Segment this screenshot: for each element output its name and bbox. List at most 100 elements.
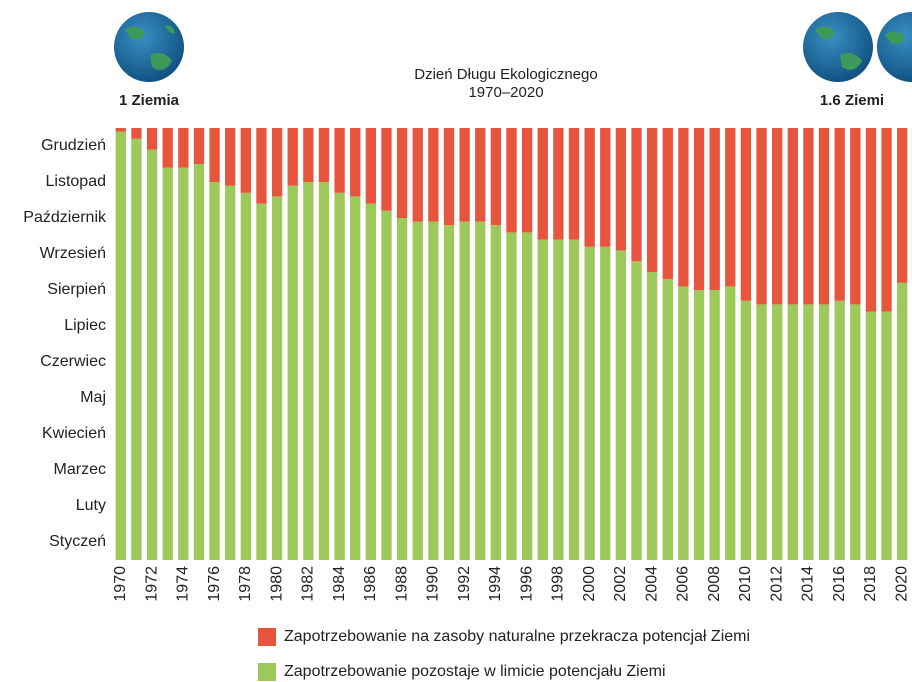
y-tick-label: Sierpień xyxy=(47,281,106,298)
bar-segment xyxy=(756,304,767,560)
bar-segment xyxy=(553,239,564,560)
bar-segment xyxy=(381,210,392,561)
bar-segment xyxy=(365,128,377,204)
bar-segment xyxy=(850,128,861,305)
bar-segment xyxy=(600,246,611,561)
x-tick-label: 2004 xyxy=(643,566,660,602)
bar-segment xyxy=(834,128,845,301)
legend-swatch xyxy=(258,628,276,646)
bar-segment xyxy=(443,128,455,226)
bar-segment xyxy=(725,128,736,287)
x-tick-label: 1984 xyxy=(331,566,348,602)
bar-segment xyxy=(881,311,892,560)
bar-segment xyxy=(568,239,580,560)
bar-segment xyxy=(506,128,517,233)
bar-segment xyxy=(350,196,361,560)
bar-segment xyxy=(787,128,798,305)
y-tick-label: Marzec xyxy=(54,461,106,478)
bar-segment xyxy=(537,239,548,560)
x-tick-label: 1990 xyxy=(425,566,442,602)
bar-segment xyxy=(115,131,126,560)
legend-label: Zapotrzebowanie pozostaje w limicie pote… xyxy=(284,663,666,680)
y-tick-label: Grudzień xyxy=(41,137,106,154)
bar-segment xyxy=(209,182,220,560)
y-tick-label: Kwiecień xyxy=(42,425,106,442)
x-tick-label: 1988 xyxy=(393,566,410,602)
bar-segment xyxy=(318,128,330,182)
bar-segment xyxy=(287,128,298,186)
x-tick-label: 1986 xyxy=(362,566,379,602)
right-label: 1.6 Ziemi xyxy=(820,92,884,109)
bar-segment xyxy=(428,128,439,222)
bar-segment xyxy=(521,128,533,233)
earth-icon xyxy=(803,12,912,82)
bar-segment xyxy=(865,128,877,312)
bar-segment xyxy=(381,128,392,211)
bar-segment xyxy=(521,232,533,560)
bar-segment xyxy=(443,225,455,560)
bar-segment xyxy=(396,128,408,218)
bar-segment xyxy=(256,128,267,204)
y-tick-label: Wrzesień xyxy=(40,245,106,262)
bar-segment xyxy=(193,164,205,560)
bar-segment xyxy=(303,182,314,560)
bar-segment xyxy=(131,138,142,561)
bar-segment xyxy=(897,128,908,283)
bar-segment xyxy=(693,128,705,290)
bar-segment xyxy=(365,203,377,560)
bar-segment xyxy=(709,128,720,290)
bar-segment xyxy=(506,232,517,560)
x-tick-label: 1976 xyxy=(206,566,223,602)
bar-segment xyxy=(787,304,798,560)
bar-segment xyxy=(553,128,564,240)
bar-segment xyxy=(772,128,783,305)
chart-subtitle: 1970–2020 xyxy=(468,84,543,101)
bar-segment xyxy=(318,182,330,560)
legend-label: Zapotrzebowanie na zasoby naturalne prze… xyxy=(284,628,750,645)
x-tick-label: 2006 xyxy=(675,566,692,602)
bar-segment xyxy=(240,128,251,193)
x-tick-label: 1996 xyxy=(518,566,535,602)
bar-segment xyxy=(475,221,486,560)
x-tick-label: 1998 xyxy=(550,566,567,602)
bar-segment xyxy=(334,192,345,561)
x-tick-label: 1978 xyxy=(237,566,254,602)
bar-segment xyxy=(678,128,689,287)
bar-segment xyxy=(428,221,439,560)
bar-segment xyxy=(490,225,502,560)
bar-segment xyxy=(834,300,845,560)
x-tick-label: 2012 xyxy=(768,566,785,602)
bar-segment xyxy=(412,221,423,560)
y-tick-label: Maj xyxy=(80,389,106,406)
y-tick-label: Luty xyxy=(76,497,106,514)
bar-segment xyxy=(850,304,861,560)
bar-segment xyxy=(271,128,283,197)
bar-segment xyxy=(803,304,814,560)
bar-segment xyxy=(568,128,580,240)
bar-segment xyxy=(396,218,408,560)
bar-segment xyxy=(897,282,908,560)
y-tick-label: Lipiec xyxy=(64,317,106,334)
bar-segment xyxy=(740,128,752,301)
bar-segment xyxy=(662,128,673,280)
bar-segment xyxy=(146,149,158,560)
bar-segment xyxy=(459,221,470,560)
left-label: 1 Ziemia xyxy=(119,92,180,109)
bar-segment xyxy=(740,300,752,560)
bar-segment xyxy=(350,128,361,197)
bar-segment xyxy=(412,128,423,222)
x-tick-label: 2014 xyxy=(800,566,817,602)
bar-segment xyxy=(646,272,658,560)
bar-segment xyxy=(303,128,314,182)
bar-segment xyxy=(818,128,830,305)
bar-segment xyxy=(537,128,548,240)
bar-segment xyxy=(162,167,173,560)
bar-segment xyxy=(490,128,502,226)
y-tick-label: Październik xyxy=(23,209,107,226)
bar-segment xyxy=(225,185,236,560)
bar-segment xyxy=(881,128,892,312)
bar-segment xyxy=(287,185,298,560)
bar-segment xyxy=(209,128,220,182)
y-tick-label: Czerwiec xyxy=(40,353,106,370)
